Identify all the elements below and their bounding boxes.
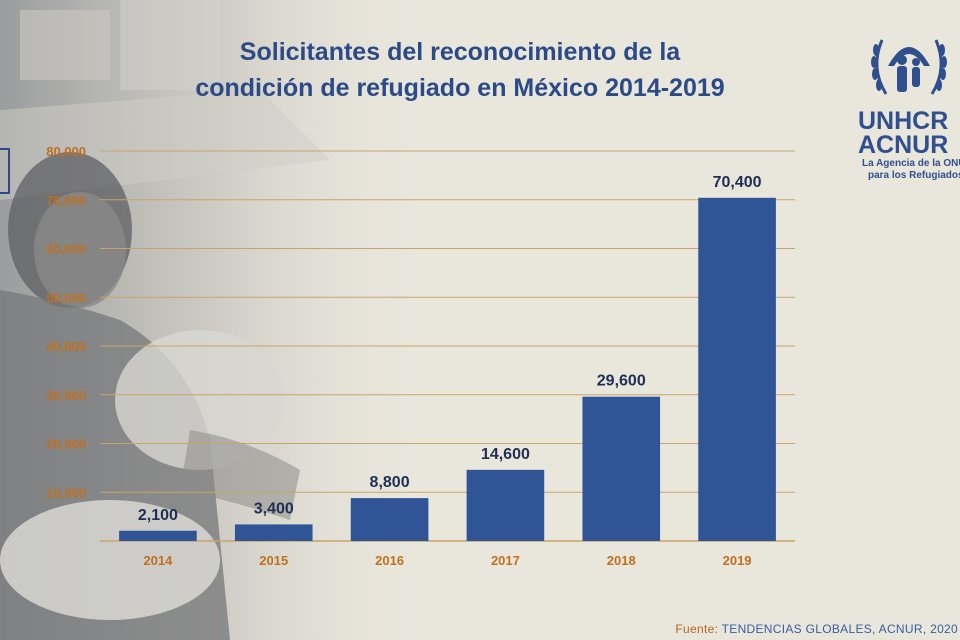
x-tick-label-2014: 2014 [143, 553, 173, 568]
x-tick-label-2018: 2018 [607, 553, 636, 568]
x-tick-label-2016: 2016 [375, 553, 404, 568]
bar-2019 [698, 197, 776, 542]
slide-marker [0, 148, 10, 194]
x-axis-tick-labels: 2014 2015 2016 2017 2018 2019 [143, 553, 751, 568]
grid-lines [100, 150, 795, 542]
logo-acnur-text: ACNUR [858, 131, 949, 159]
y-tick-label: 60,000 [46, 242, 86, 257]
chart-title: Solicitantes del reconocimiento de la co… [150, 34, 770, 106]
y-axis-tick-labels: 10,000 20,000 30,000 40,000 50,000 60,000 70,0… [46, 144, 86, 500]
data-label-2014: 2,100 [138, 507, 178, 524]
logo-unhcr-text: UNHCR [858, 107, 949, 135]
unhcr-logo: UNHCR ACNUR La Agencia de la ONU para lo… [852, 28, 960, 188]
data-label-2019: 70,400 [713, 174, 762, 191]
y-tick-label: 20,000 [46, 437, 86, 452]
y-tick-label: 70,000 [46, 193, 86, 208]
source-text: TENDENCIAS GLOBALES, ACNUR, 2020 [721, 622, 958, 636]
bar-2018 [582, 396, 661, 541]
bar-2015 [234, 524, 313, 541]
bar-2016 [350, 498, 429, 541]
x-tick-label-2017: 2017 [491, 553, 520, 568]
y-tick-label: 30,000 [46, 388, 86, 403]
logo-subtitle-2: para los Refugiados [868, 170, 960, 181]
data-label-2016: 8,800 [370, 474, 410, 491]
y-tick-label: 50,000 [46, 290, 86, 305]
unhcr-emblem-icon [871, 39, 947, 95]
source-label: Fuente: [675, 622, 719, 636]
bar-2014 [119, 530, 197, 541]
y-tick-label: 80,000 [46, 144, 86, 159]
title-line-1: Solicitantes del reconocimiento de la [239, 38, 681, 66]
x-tick-label-2019: 2019 [723, 553, 752, 568]
source-note: Fuente: TENDENCIAS GLOBALES, ACNUR, 2020 [675, 622, 958, 636]
data-label-2017: 14,600 [481, 446, 530, 463]
x-tick-label-2015: 2015 [259, 553, 288, 568]
bars [119, 197, 776, 542]
y-tick-label: 10,000 [46, 485, 86, 500]
title-line-2: condición de refugiado en México 2014-20… [195, 74, 725, 102]
data-label-2015: 3,400 [254, 500, 294, 517]
data-label-2018: 29,600 [597, 373, 646, 390]
bar-2017 [466, 469, 545, 541]
y-tick-label: 40,000 [46, 339, 86, 354]
logo-subtitle-1: La Agencia de la ONU [862, 158, 960, 169]
data-labels: 2,100 3,400 8,800 14,600 29,600 70,400 [138, 174, 762, 524]
